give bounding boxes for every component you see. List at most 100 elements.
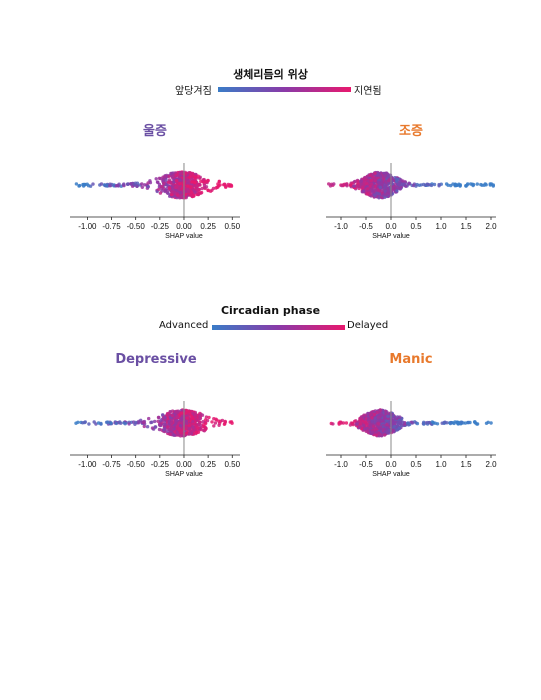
beeswarm-point [157,423,162,427]
beeswarm-point [178,423,183,428]
panel-title: 조증 [399,124,423,139]
beeswarm-point [207,415,211,420]
beeswarm-point [398,187,402,191]
beeswarm-point [114,184,118,188]
beeswarm-point [195,184,199,188]
beeswarm-point [157,427,162,432]
beeswarm-point [179,191,183,195]
x-tick-label: -0.5 [359,460,373,469]
beeswarm-point [370,419,374,424]
beeswarm-point [163,426,167,431]
beeswarm-point [163,189,167,194]
beeswarm-point [91,182,95,186]
beeswarm-point [202,180,206,184]
beeswarm-point [86,184,91,188]
beeswarm-point [353,179,357,184]
beeswarm-point [197,423,201,427]
beeswarm-point [184,425,188,429]
beeswarm-point [137,419,141,424]
beeswarm-point [217,179,221,183]
beeswarm-point [359,180,363,184]
beeswarm-point [170,175,175,179]
x-tick-label: 0.5 [410,222,422,231]
beeswarm-point [167,427,171,431]
beeswarm-point [172,179,176,184]
beeswarm-point [185,409,189,413]
beeswarm-point [421,182,426,187]
x-tick-label: 0.50 [224,222,240,231]
beeswarm-point [178,178,183,182]
colorbar-legend: Advanced Delayed [0,320,541,334]
beeswarm-point [486,420,490,424]
beeswarm-point [180,186,185,190]
beeswarm-point [390,186,395,191]
beeswarm-point [220,418,225,423]
beeswarm-point [146,184,150,189]
beeswarm-point [81,421,85,425]
beeswarm-plot: -1.00 -0.75 -0.50 -0.25 0.00 0.25 0.50 SHAP val… [70,163,241,240]
x-tick-label: 2.0 [485,460,497,469]
beeswarm-point [214,186,218,190]
beeswarm-point [350,421,355,425]
beeswarm-point [359,421,363,425]
beeswarm-plot: -1.0 -0.5 0.0 0.5 1.0 1.5 2.0 SHAP value [326,401,497,478]
beeswarm-point [429,183,434,188]
beeswarm-point [174,178,179,183]
beeswarm-point [359,417,363,421]
beeswarm-point [395,189,399,193]
beeswarm-point [387,190,391,194]
beeswarm-point [186,184,190,188]
x-tick-label: 0.5 [410,460,422,469]
beeswarm-point [193,180,197,185]
beeswarm-point [223,421,227,426]
beeswarm-point [344,421,349,425]
beeswarm-point [83,183,87,187]
beeswarm-plot: -1.00 -0.75 -0.50 -0.25 0.00 0.25 0.50 SHAP val… [70,401,241,478]
beeswarm-point [401,183,405,187]
beeswarm-point [184,172,188,176]
beeswarm-point [147,416,151,421]
beeswarm-point [348,183,353,187]
panel-title: Depressive [115,352,197,367]
beeswarm-point [217,423,221,427]
beeswarm-point [170,190,174,194]
x-tick-label: 0.00 [176,222,192,231]
x-tick-label: -0.50 [127,460,146,469]
x-tick-label: 0.25 [200,460,216,469]
beeswarm-point [466,420,470,425]
beeswarm-point [198,414,202,418]
beeswarm-point [164,183,169,187]
beeswarm-point [368,184,373,189]
beeswarm-point [189,190,194,194]
beeswarm-point [352,184,356,188]
beeswarm-point [331,422,335,426]
beeswarm-point [378,185,382,190]
beeswarm-point [74,182,79,186]
beeswarm-point [369,416,374,420]
beeswarm-point [404,184,408,188]
beeswarm-point [360,185,365,189]
beeswarm-point [211,186,216,191]
x-tick-label: 0.25 [200,222,216,231]
beeswarm-point [332,182,336,186]
beeswarm-point [174,173,178,177]
beeswarm-point [167,186,172,191]
beeswarm-point [364,423,369,427]
beeswarm-point [187,427,192,431]
beeswarm-point [475,422,480,426]
beeswarm-point [126,182,130,186]
beeswarm-point [193,175,197,180]
beeswarm-point [168,432,172,436]
beeswarm-point [188,431,192,436]
beeswarm-point [358,424,363,428]
legend-low-label: 앞당겨짐 [175,86,212,97]
legend-low-label: Advanced [159,320,209,331]
beeswarm-point [194,413,198,417]
x-tick-label: -1.00 [78,222,97,231]
beeswarm-point [385,430,390,434]
x-axis-label: SHAP value [372,471,410,478]
x-tick-label: -0.75 [102,460,121,469]
beeswarm-point [364,181,369,185]
beeswarm-point [373,178,377,183]
beeswarm-point [140,182,144,186]
